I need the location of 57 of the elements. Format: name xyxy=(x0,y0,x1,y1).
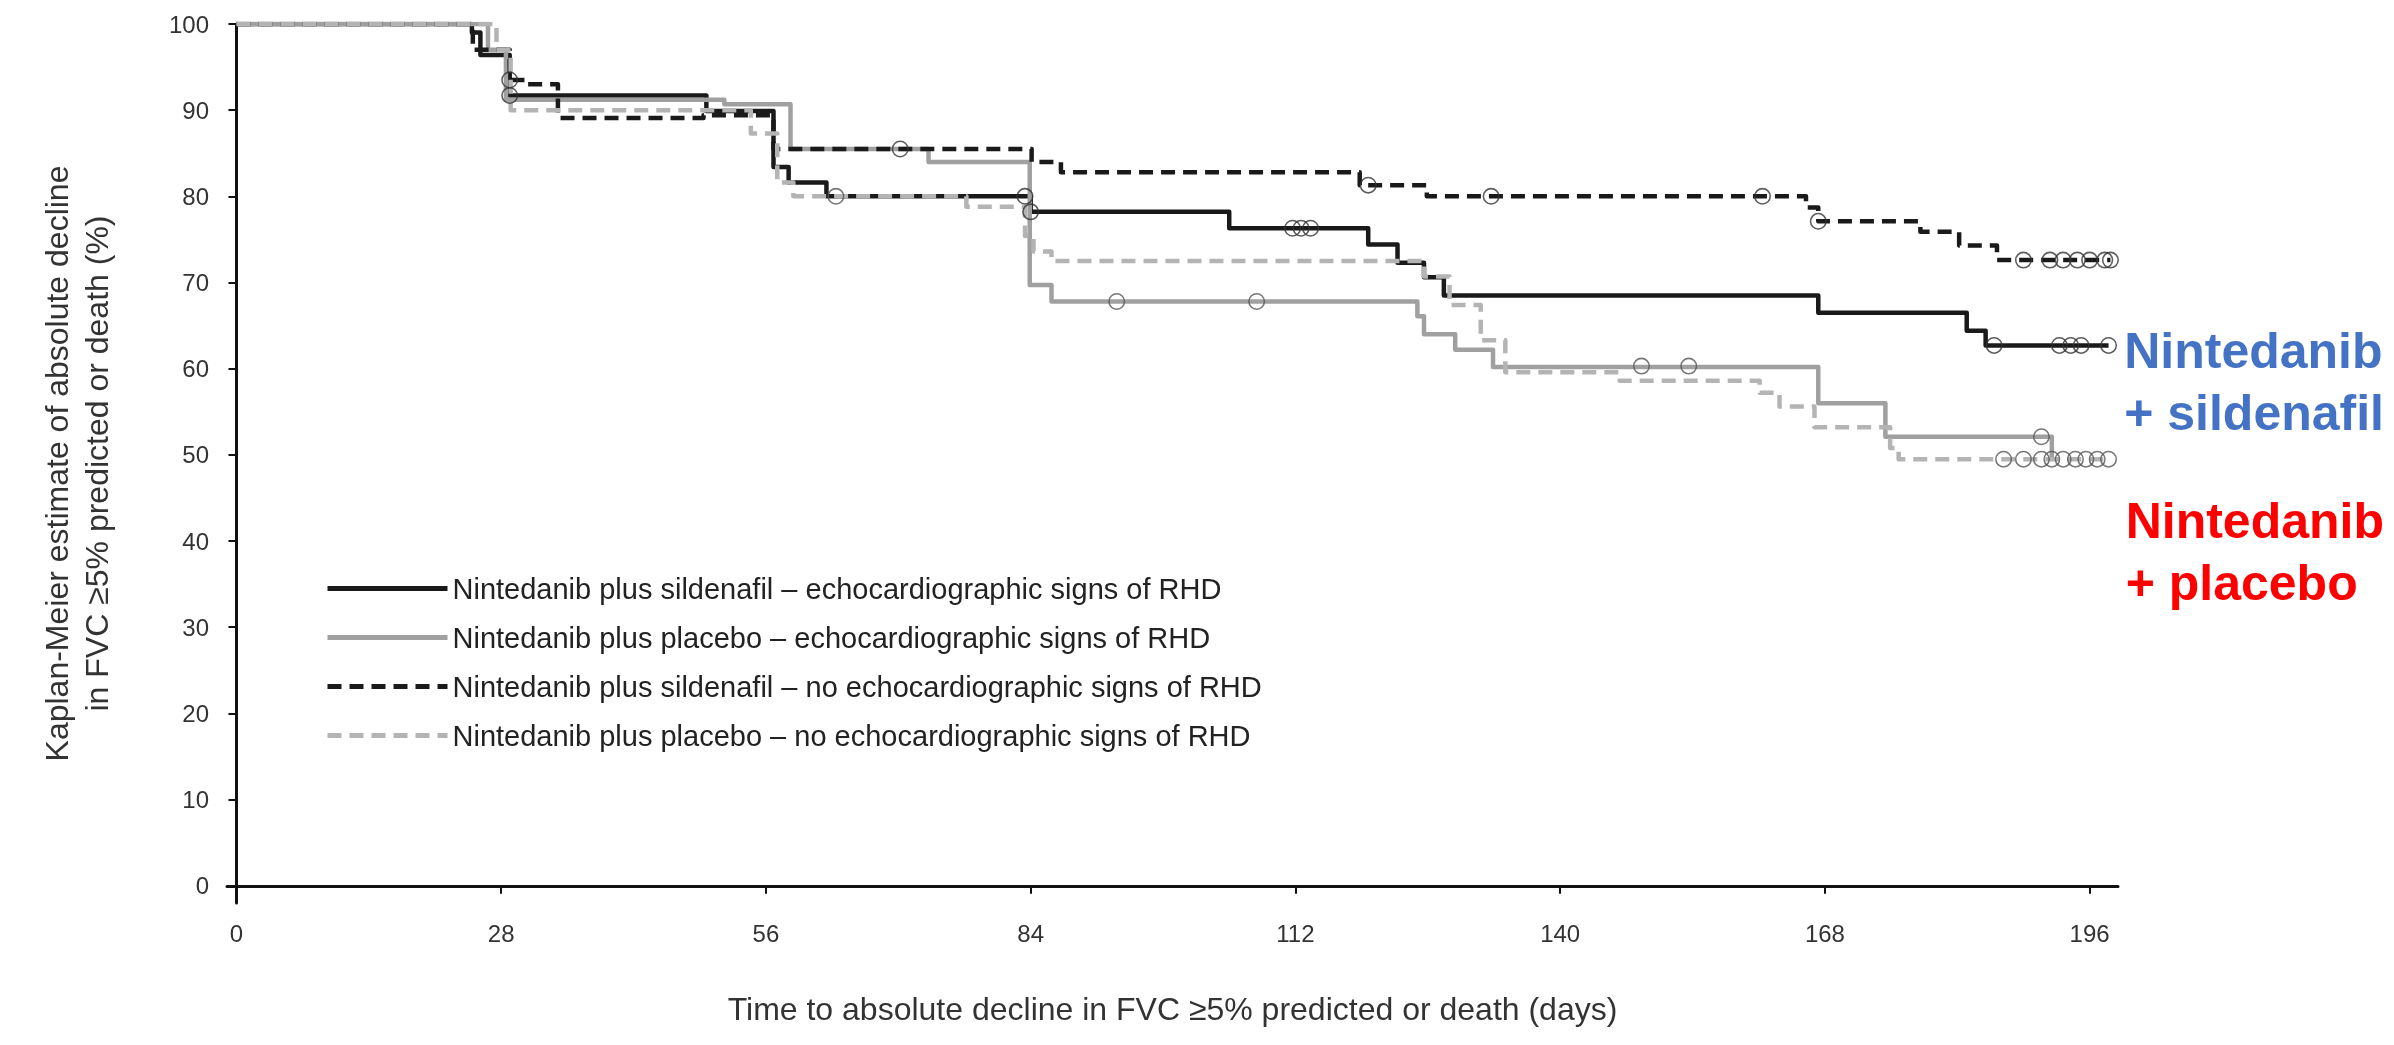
y-tick-label: 100 xyxy=(168,10,209,38)
x-tick-label: 168 xyxy=(1804,919,1845,947)
point xyxy=(1985,336,2003,354)
point xyxy=(1022,203,1040,221)
y-tick-label: 20 xyxy=(182,699,209,727)
text: Nintedanib + sildenafil xyxy=(2124,323,2385,441)
point xyxy=(2062,336,2080,354)
x-axis-title: Time to absolute decline in FVC ≥5% predicted or death (days) xyxy=(727,991,1618,1027)
y-tick-label: 80 xyxy=(182,182,209,210)
x-tick-label: 56 xyxy=(752,919,780,947)
point xyxy=(2066,450,2084,468)
legend-label: Nintedanib plus sildenafil – echocardiographic signs of RHD xyxy=(452,572,1222,605)
y-tick-label: 30 xyxy=(182,613,209,641)
x-tick-label: 84 xyxy=(1017,919,1045,947)
point xyxy=(1284,219,1302,237)
x-tick-label: 196 xyxy=(2069,919,2110,947)
point xyxy=(1292,219,1310,237)
point xyxy=(1632,357,1650,375)
x-tick-label: 140 xyxy=(1540,919,1581,947)
point xyxy=(501,87,519,105)
point xyxy=(2100,336,2118,354)
legend-label: Nintedanib plus placebo – no echocardiographic signs of RHD xyxy=(452,719,1251,752)
point xyxy=(1359,176,1377,194)
legend-label: Nintedanib plus sildenafil – no echocardiographic signs of RHD xyxy=(452,670,1262,703)
point xyxy=(2032,450,2050,468)
legend-label: Nintedanib plus placebo – echocardiographic signs of RHD xyxy=(452,621,1211,654)
y-tick-label: 90 xyxy=(182,96,209,124)
point xyxy=(2100,450,2118,468)
point xyxy=(1482,187,1500,205)
point xyxy=(2050,336,2068,354)
x-tick-label: 28 xyxy=(487,919,515,947)
point xyxy=(1016,187,1034,205)
point xyxy=(1248,292,1266,310)
point xyxy=(2072,336,2090,354)
point xyxy=(501,71,519,89)
y-tick-label: 40 xyxy=(182,527,209,555)
point xyxy=(1995,450,2013,468)
text: Nintedanib + placebo xyxy=(2125,493,2384,611)
point xyxy=(891,140,909,158)
point xyxy=(2032,428,2050,446)
y-tick-label: 60 xyxy=(182,355,209,383)
y-tick-label: 70 xyxy=(182,269,209,297)
point xyxy=(2014,251,2032,269)
y-tick-label: 50 xyxy=(182,441,209,469)
point xyxy=(2101,251,2119,269)
point xyxy=(1302,219,1320,237)
x-tick-label: 112 xyxy=(1276,919,1315,947)
point xyxy=(1680,357,1698,375)
point xyxy=(1754,187,1771,205)
point xyxy=(827,187,845,205)
y-tick-label: 0 xyxy=(195,872,209,900)
point xyxy=(1108,292,1126,310)
point xyxy=(1809,212,1827,230)
y-axis-title: Kaplan-Meier estimate of absolute decline in FVC ≥5% predicted or death (%) xyxy=(39,165,115,762)
point xyxy=(2014,450,2032,468)
y-tick-label: 10 xyxy=(182,786,209,814)
x-tick-label: 0 xyxy=(229,919,244,947)
